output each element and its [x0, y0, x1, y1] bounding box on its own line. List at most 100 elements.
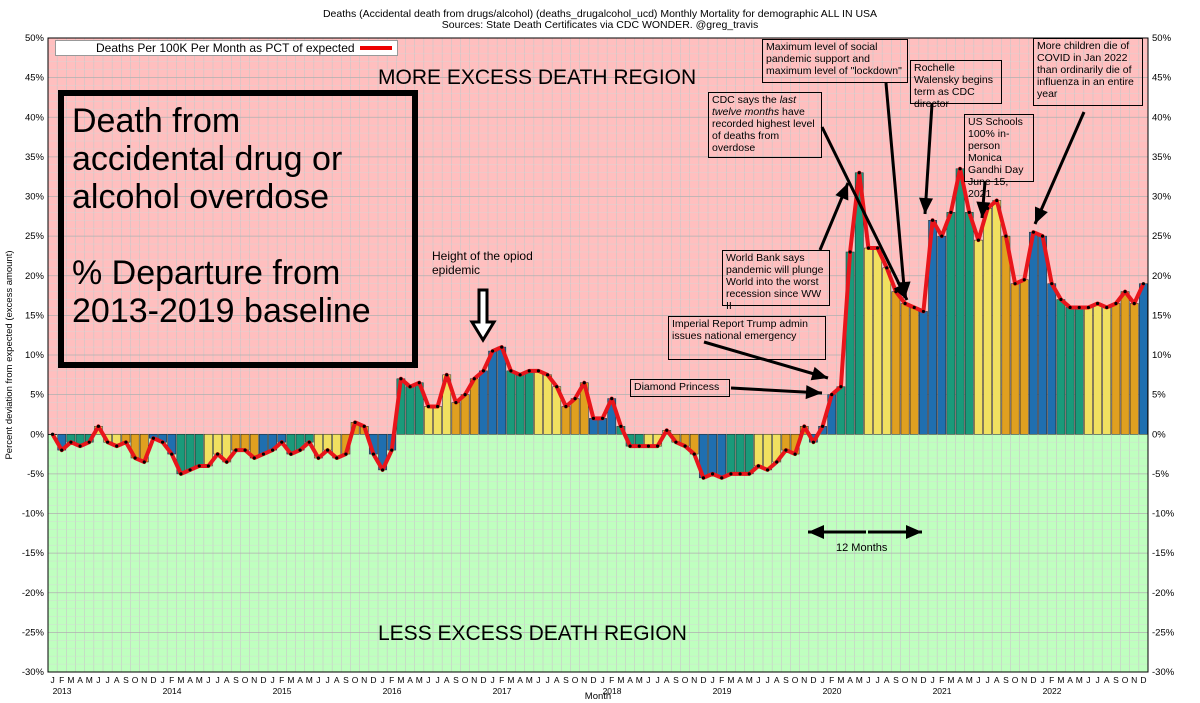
bar — [323, 434, 332, 451]
bar — [570, 398, 580, 435]
bar — [974, 239, 983, 435]
children-arrow-head — [1035, 206, 1048, 224]
series-point — [967, 210, 971, 214]
bar — [515, 374, 525, 435]
y-tick-label-left: 5% — [30, 390, 44, 401]
big-label-box: Death from accidental drug or alcohol ov… — [58, 90, 418, 368]
bar — [919, 311, 928, 435]
series-point — [830, 393, 834, 397]
x-tick-label-month: J — [270, 675, 274, 685]
x-tick-label-month: A — [957, 675, 963, 685]
series-point — [949, 210, 953, 214]
series-point — [1059, 297, 1063, 302]
imperial-arrow-head — [810, 366, 828, 381]
x-tick-label-month: M — [746, 675, 753, 685]
x-tick-label-month: F — [59, 675, 64, 685]
series-point — [225, 460, 229, 464]
imperial-arrow-shaft — [703, 340, 829, 380]
x-tick-label-month: M — [67, 675, 74, 685]
x-tick-label-month: N — [361, 675, 367, 685]
series-point — [765, 468, 770, 472]
x-tick-label-month: J — [655, 675, 659, 685]
series-point — [811, 440, 816, 444]
series-point — [857, 171, 861, 175]
series-point — [390, 448, 394, 452]
x-tick-label-month: F — [609, 675, 614, 685]
series-point — [151, 436, 156, 440]
y-tick-label-left: 50% — [25, 33, 45, 44]
series-point — [463, 393, 467, 397]
y-tick-label-right: 20% — [1152, 271, 1172, 282]
series-point — [555, 385, 559, 389]
series-point — [435, 404, 440, 409]
y-tick-label-right: 10% — [1152, 350, 1172, 361]
series-point — [417, 381, 421, 385]
bar — [506, 370, 516, 435]
x-tick-label-month: J — [985, 675, 989, 685]
bar — [717, 434, 727, 479]
series-point — [261, 452, 266, 456]
walensky-arrow-shaft — [923, 103, 934, 215]
series-point — [646, 444, 651, 448]
legend-swatch — [360, 46, 392, 50]
series-point — [1141, 282, 1146, 286]
x-tick-label-month: J — [545, 675, 549, 685]
series-point — [912, 305, 916, 310]
y-tick-label-left: -15% — [22, 548, 45, 559]
series-point — [866, 246, 871, 250]
y-tick-label-right: 0% — [1152, 429, 1166, 440]
x-tick-label-month: A — [1067, 675, 1073, 685]
x-tick-label-month: S — [233, 675, 239, 685]
series-point — [591, 416, 596, 420]
series-point — [628, 444, 632, 448]
bar — [194, 434, 204, 467]
series-point — [720, 476, 724, 480]
y-tick-label-right: -10% — [1152, 509, 1175, 520]
x-tick-label-month: O — [682, 675, 689, 685]
bar — [589, 418, 598, 435]
x-tick-label-month: M — [966, 675, 973, 685]
x-tick-label-month: O — [132, 675, 139, 685]
y-tick-label-right: -20% — [1152, 588, 1175, 599]
x-tick-label-month: M — [177, 675, 184, 685]
bar — [1139, 283, 1148, 435]
x-tick-label-month: S — [673, 675, 679, 685]
x-tick-label-month: D — [370, 675, 376, 685]
x-tick-label-month: J — [160, 675, 164, 685]
x-tick-label-year: 2015 — [273, 686, 292, 696]
series-point — [1068, 305, 1072, 310]
bar — [1111, 303, 1121, 435]
bar — [451, 402, 461, 435]
x-tick-label-month: O — [1122, 675, 1129, 685]
x-tick-label-month: J — [710, 675, 714, 685]
y-tick-label-right: 45% — [1152, 73, 1172, 84]
x-tick-label-month: S — [123, 675, 129, 685]
series-point — [133, 456, 137, 460]
series-point — [215, 452, 220, 456]
x-tick-label-month: M — [287, 675, 294, 685]
series-point — [1077, 305, 1081, 310]
x-tick-label-month: D — [1030, 675, 1036, 685]
y-tick-label-left: -20% — [22, 588, 45, 599]
series-point — [600, 416, 605, 420]
x-tick-label-month: S — [563, 675, 569, 685]
walensky-arrow-head — [919, 197, 934, 214]
x-tick-label-month: M — [947, 675, 954, 685]
series-point — [445, 373, 449, 377]
bar — [405, 386, 415, 435]
bar — [1019, 279, 1029, 435]
series-point — [573, 396, 577, 401]
x-tick-label-month: O — [572, 675, 579, 685]
legend-label: Deaths Per 100K Per Month as PCT of expe… — [96, 41, 355, 55]
annotation-children: More children die of COVID in Jan 2022 t… — [1033, 38, 1143, 106]
bar — [744, 434, 754, 475]
x-tick-label-month: M — [856, 675, 863, 685]
bar — [231, 434, 241, 451]
x-tick-label-month: M — [1076, 675, 1083, 685]
bar — [781, 434, 791, 451]
bar — [836, 386, 846, 435]
x-tick-label-month: N — [801, 675, 807, 685]
series-point — [298, 448, 302, 452]
region-bottom-label: LESS EXCESS DEATH REGION — [378, 622, 687, 645]
